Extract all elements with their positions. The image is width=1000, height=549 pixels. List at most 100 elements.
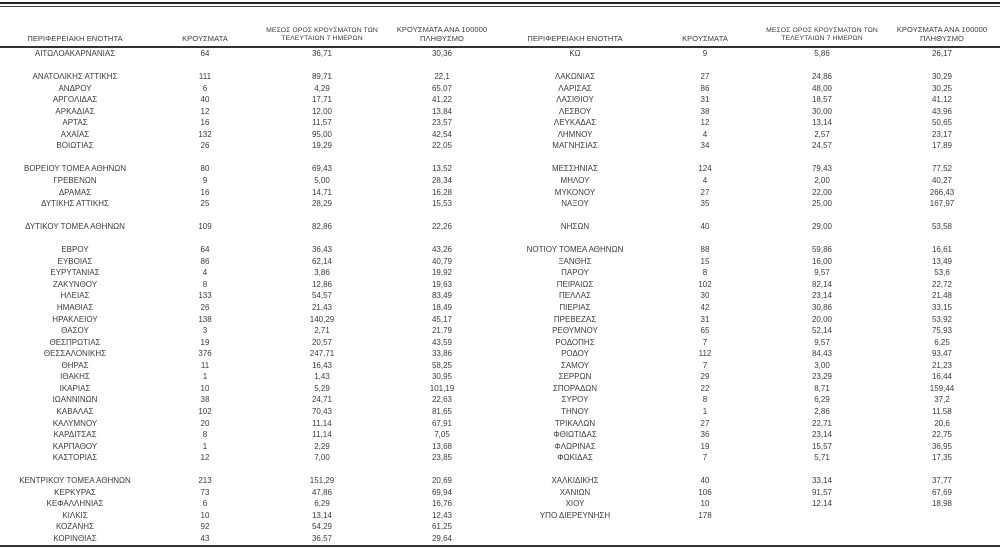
cases-cell: 112	[698, 349, 712, 359]
region-cell: ΣΠΟΡΑΔΩΝ	[552, 383, 598, 393]
cases-cell: 1	[202, 441, 208, 451]
cases-cell: 92	[200, 522, 210, 532]
region-cell: ΡΟΔΟΥ	[561, 349, 589, 359]
table-row: ΓΡΕΒΕΝΩΝ 9 5,00 28,34 ΜΗΛΟΥ 4 2,00 40,27	[0, 175, 1000, 187]
per100k-cell	[384, 210, 500, 222]
per100k-cell: 22,75	[931, 430, 953, 440]
cases-cell: 8	[202, 430, 208, 440]
header-cases-left: ΚΡΟΥΣΜΑΤΑ	[150, 7, 260, 46]
per100k-cell: 40,27	[931, 176, 953, 186]
region-cell: ΜΗΛΟΥ	[560, 176, 590, 186]
per100k-cell	[884, 152, 1000, 164]
per100k-cell: 53,92	[931, 314, 953, 324]
table-row: ΚΟΡΙΝΘΙΑΣ 43 36,57 29,64	[0, 533, 1000, 545]
region-cell: ΗΡΑΚΛΕΙΟΥ	[52, 314, 98, 324]
avg7-cell: 9,57	[814, 337, 830, 347]
avg7-cell: 3,00	[814, 360, 830, 370]
table-row: ΗΛΕΙΑΣ 133 54,57 83,49 ΠΕΛΛΑΣ 30 23,14 21,48	[0, 290, 1000, 302]
table-row	[0, 233, 1000, 245]
per100k-cell	[884, 464, 1000, 476]
table-row: ΚΕΝΤΡΙΚΟΥ ΤΟΜΕΑ ΑΘΗΝΩΝ 213 151,29 20,69 ΧΑΛΚ…	[0, 475, 1000, 487]
avg7-cell: 4,29	[314, 83, 330, 93]
region-cell: ΜΥΚΟΝΟΥ	[554, 187, 596, 197]
avg7-cell: 9,57	[814, 268, 830, 278]
region-cell: ΛΕΣΒΟΥ	[558, 106, 592, 116]
per100k-cell: 30,95	[431, 372, 453, 382]
cases-cell: 8	[702, 395, 708, 405]
per100k-cell: 22,72	[931, 279, 953, 289]
avg7-cell: 14,71	[311, 187, 333, 197]
table-row: ΑΡΚΑΔΙΑΣ 12 12,00 13,84 ΛΕΣΒΟΥ 38 30,00 43,96	[0, 106, 1000, 118]
per100k-cell: 53,6	[934, 268, 950, 278]
table-row: ΒΟΙΩΤΙΑΣ 26 19,29 22,05 ΜΑΓΝΗΣΙΑΣ 34 24,57 17,8…	[0, 140, 1000, 152]
cases-cell: 38	[700, 106, 710, 116]
avg7-cell	[760, 533, 884, 545]
avg7-cell: 24,57	[811, 141, 833, 151]
per100k-cell	[384, 233, 500, 245]
per100k-cell: 6,25	[934, 337, 950, 347]
header-cases-left-label: ΚΡΟΥΣΜΑΤΑ	[182, 33, 228, 43]
cases-cell: 3	[202, 326, 208, 336]
avg7-cell: 6,29	[314, 499, 330, 509]
region-cell: ΚΑΡΔΙΤΣΑΣ	[53, 430, 97, 440]
region-cell: ΔΥΤΙΚΟΥ ΤΟΜΕΑ ΑΘΗΝΩΝ	[25, 222, 125, 232]
region-cell: ΚΕΡΚΥΡΑΣ	[54, 487, 96, 497]
region-cell: ΛΑΣΙΘΙΟΥ	[556, 95, 594, 105]
region-cell: ΣΥΡΟΥ	[561, 395, 589, 405]
cases-cell: 10	[200, 383, 210, 393]
cases-cell: 19	[200, 337, 210, 347]
region-cell	[500, 152, 650, 164]
avg7-cell: 12,14	[811, 499, 833, 509]
region-cell: ΘΕΣΣΑΛΟΝΙΚΗΣ	[43, 349, 107, 359]
cases-cell: 6	[202, 499, 208, 509]
cases-cell: 40	[700, 476, 710, 486]
table-row: ΙΚΑΡΙΑΣ 10 5,29 101,19 ΣΠΟΡΑΔΩΝ 22 8,71 159,44	[0, 383, 1000, 395]
per100k-cell	[384, 60, 500, 72]
avg7-cell: 23,14	[811, 430, 833, 440]
avg7-cell	[260, 233, 384, 245]
per100k-cell: 13,84	[431, 106, 453, 116]
avg7-cell: 36,71	[311, 49, 333, 58]
region-cell: ΛΑΚΩΝΙΑΣ	[554, 72, 596, 82]
region-cell: ΔΥΤΙΚΗΣ ΑΤΤΙΚΗΣ	[41, 199, 109, 209]
avg7-cell	[760, 510, 884, 522]
per100k-cell: 43,96	[931, 106, 953, 116]
per100k-cell: 77,52	[931, 164, 953, 174]
region-cell: ΜΕΣΣΗΝΙΑΣ	[552, 164, 598, 174]
avg7-cell: 11,14	[312, 418, 332, 428]
per100k-cell: 30,29	[931, 72, 953, 82]
avg7-cell: 5,86	[814, 49, 830, 58]
per100k-cell: 93,47	[931, 349, 953, 359]
region-cell	[500, 210, 650, 222]
cases-cell: 73	[200, 487, 210, 497]
per100k-cell: 50,65	[931, 118, 953, 128]
region-cell	[500, 233, 650, 245]
avg7-cell: 11,14	[312, 430, 332, 440]
avg7-cell: 5,29	[314, 383, 330, 393]
avg7-cell: 8,71	[814, 383, 830, 393]
region-cell: ΡΟΔΟΠΗΣ	[555, 337, 595, 347]
region-cell	[0, 60, 150, 72]
table-row: ΔΥΤΙΚΟΥ ΤΟΜΕΑ ΑΘΗΝΩΝ 109 82,86 22,26 ΝΗΣΩΝ 40…	[0, 221, 1000, 233]
cases-cell	[150, 210, 260, 222]
avg7-cell: 69,43	[311, 164, 333, 174]
table-row: ΖΑΚΥΝΘΟΥ 8 12,86 19,63 ΠΕΙΡΑΙΩΣ 102 82,14 22,72	[0, 279, 1000, 291]
region-cell: ΚΩ	[569, 49, 581, 58]
region-cell: ΚΑΡΠΑΘΟΥ	[52, 441, 98, 451]
region-cell: ΦΘΙΩΤΙΔΑΣ	[553, 430, 597, 440]
region-cell: ΚΑΒΑΛΑΣ	[56, 406, 94, 416]
cases-cell: 35	[700, 199, 710, 209]
cases-cell: 80	[200, 164, 210, 174]
table-row: ΚΑΛΥΜΝΟΥ 20 11,14 67,91 ΤΡΙΚΑΛΩΝ 27 22,71 20,6	[0, 418, 1000, 430]
region-cell: ΕΥΡΥΤΑΝΙΑΣ	[50, 268, 100, 278]
avg7-cell: 95,00	[311, 129, 333, 139]
avg7-cell: 36,43	[311, 245, 333, 255]
cases-cell: 102	[698, 279, 712, 289]
cases-cell: 65	[700, 326, 710, 336]
region-cell: ΑΝΑΤΟΛΙΚΗΣ ΑΤΤΙΚΗΣ	[32, 72, 118, 82]
table-row: ΑΡΓΟΛΙΔΑΣ 40 17,71 41,22 ΛΑΣΙΘΙΟΥ 31 18,57 41,1…	[0, 94, 1000, 106]
avg7-cell: 6,29	[814, 395, 830, 405]
avg7-cell: 16,00	[811, 256, 833, 266]
avg7-cell: 33,14	[811, 476, 833, 486]
region-cell: ΖΑΚΥΝΘΟΥ	[52, 279, 98, 289]
